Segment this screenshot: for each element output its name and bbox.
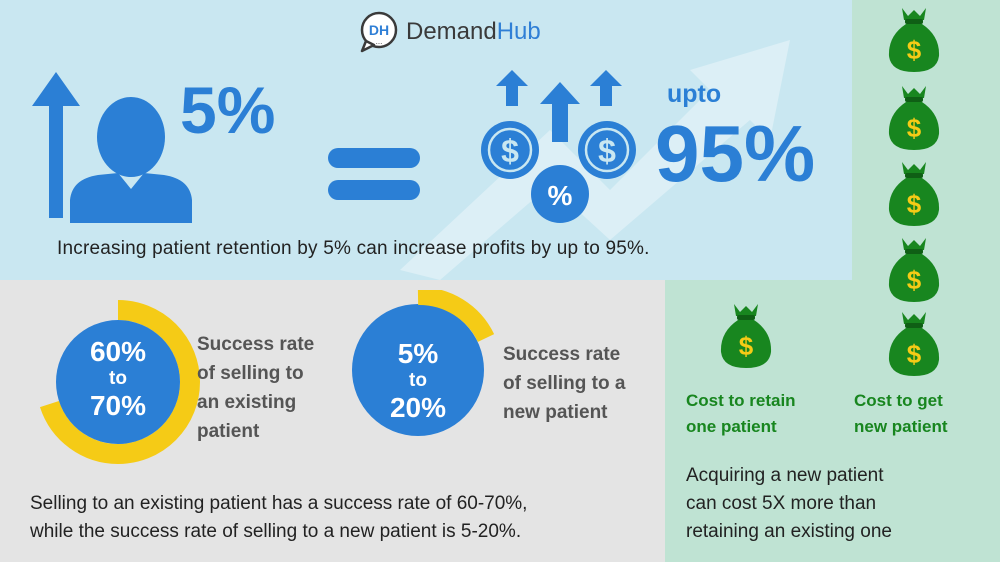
svg-text:$: $ [598, 133, 616, 169]
brand-name-hub: Hub [496, 18, 541, 45]
existing-patient-ring [36, 300, 200, 464]
up-arrow-icon [32, 72, 80, 218]
new-range-to: to [409, 370, 427, 391]
svg-text:$: $ [907, 113, 922, 143]
logo-mark: DH [369, 22, 389, 38]
ring-center [56, 320, 180, 444]
get-cost-label: Cost to get new patient [854, 391, 948, 436]
person-icon [70, 97, 192, 223]
svg-text:%: % [548, 180, 573, 211]
retain-cost-label: Cost to retain one patient [686, 391, 796, 436]
new-range-low: 5% [397, 338, 439, 369]
get-money-bag-icon: $ [888, 162, 940, 226]
profit-percent: 95% [655, 109, 816, 198]
get-money-bag-icon: $ [888, 8, 940, 72]
ring-track [36, 300, 200, 464]
new-label: Success rate of selling to a new patient [503, 344, 626, 423]
svg-text:$: $ [907, 339, 922, 369]
get-money-bag-icon: $ [888, 238, 940, 302]
upto-label: upto [667, 80, 722, 108]
svg-text:...: ... [376, 37, 383, 46]
profit-coins-graphic: $ $ % [481, 70, 636, 223]
existing-range-low: 60% [89, 336, 147, 367]
ring-center [352, 304, 484, 436]
svg-text:$: $ [739, 331, 754, 361]
growth-arrow-background [400, 40, 790, 280]
small-up-arrow-icon [590, 70, 622, 106]
retention-percent: 5% [180, 73, 276, 147]
existing-range-to: to [109, 368, 127, 389]
existing-range-high: 70% [89, 390, 147, 421]
brand-name-demand: Demand [406, 18, 497, 45]
retention-panel: DH ... DemandHub 5% $ $ % upto 95% Incre… [0, 0, 852, 280]
percent-coin-icon [531, 165, 589, 223]
equals-bar-bottom [328, 180, 420, 200]
new-range: 5% to 20% [358, 338, 478, 424]
existing-label: Success rate of selling to an existing p… [197, 334, 315, 442]
retain-money-bag-icon: $ [720, 304, 772, 368]
svg-text:$: $ [907, 189, 922, 219]
ring-arc [417, 290, 495, 343]
demandhub-logo: DH ... DemandHub [358, 10, 541, 54]
existing-range: 60% to 70% [58, 336, 178, 422]
brand-name: DemandHub [406, 18, 541, 46]
cost-caption: Acquiring a new patient can cost 5X more… [686, 465, 892, 542]
svg-text:$: $ [907, 35, 922, 65]
svg-text:$: $ [907, 265, 922, 295]
small-up-arrow-icon [496, 70, 528, 106]
equals-bar-top [328, 148, 420, 168]
svg-text:$: $ [501, 133, 519, 169]
retention-caption: Increasing patient retention by 5% can i… [57, 238, 650, 259]
get-money-bag-icon: $ [888, 312, 940, 376]
chat-bubble-logo-icon: DH ... [360, 11, 398, 53]
new-patient-ring [352, 290, 495, 436]
large-up-arrow-icon [540, 82, 580, 142]
get-money-bag-icon: $ [888, 86, 940, 150]
new-range-high: 20% [389, 392, 447, 423]
comparison-caption: Selling to an existing patient has a suc… [30, 493, 528, 542]
